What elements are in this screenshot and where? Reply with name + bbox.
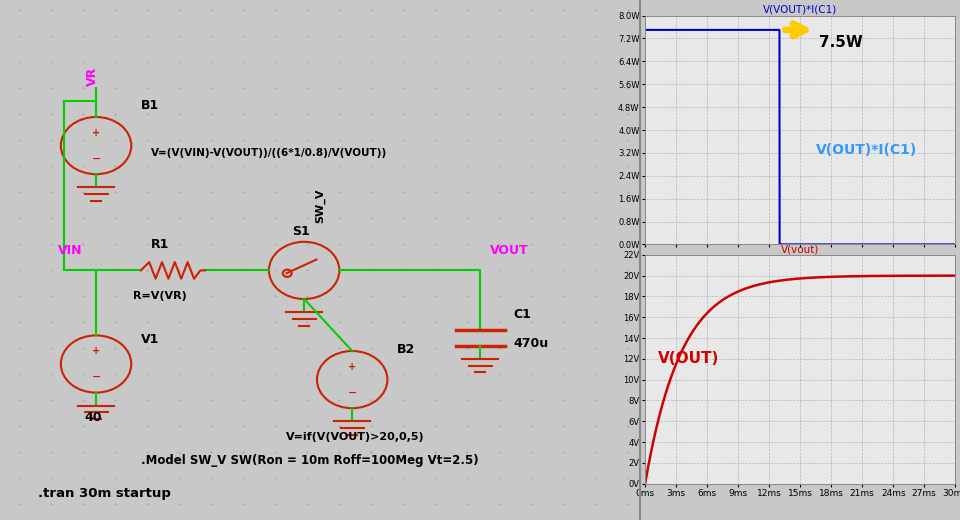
Text: V=if(V(VOUT)>20,0,5): V=if(V(VOUT)>20,0,5) [286, 432, 424, 441]
Text: C1: C1 [514, 308, 532, 321]
Text: +: + [92, 346, 100, 356]
Text: V(OUT)*I(C1): V(OUT)*I(C1) [816, 144, 917, 158]
Text: VOUT: VOUT [490, 244, 528, 257]
Text: B1: B1 [141, 99, 159, 112]
Text: +: + [348, 362, 356, 372]
Text: −: − [91, 372, 101, 382]
Text: .Model SW_V SW(Ron = 10m Roff=100Meg Vt=2.5): .Model SW_V SW(Ron = 10m Roff=100Meg Vt=… [141, 453, 478, 467]
Text: 470u: 470u [514, 337, 549, 350]
Text: B2: B2 [397, 343, 416, 356]
Text: R=V(VR): R=V(VR) [133, 291, 187, 301]
Text: .tran 30m startup: .tran 30m startup [38, 488, 171, 500]
Text: R1: R1 [151, 238, 169, 251]
Text: +: + [92, 128, 100, 138]
Text: 40: 40 [84, 411, 102, 424]
Text: S1: S1 [292, 225, 309, 238]
Text: VR: VR [86, 67, 99, 86]
Text: −: − [91, 153, 101, 163]
Text: 7.5W: 7.5W [819, 35, 862, 50]
Title: V(VOUT)*I(C1): V(VOUT)*I(C1) [763, 5, 837, 15]
Text: SW_V: SW_V [315, 188, 325, 223]
Text: V=(V(VIN)-V(VOUT))/((6*1/0.8)/V(VOUT)): V=(V(VIN)-V(VOUT))/((6*1/0.8)/V(VOUT)) [151, 148, 387, 159]
Text: −: − [348, 387, 357, 397]
Text: V(OUT): V(OUT) [658, 351, 719, 366]
Text: V1: V1 [141, 333, 159, 346]
Title: V(vout): V(vout) [781, 244, 819, 254]
Text: VIN: VIN [58, 244, 83, 257]
